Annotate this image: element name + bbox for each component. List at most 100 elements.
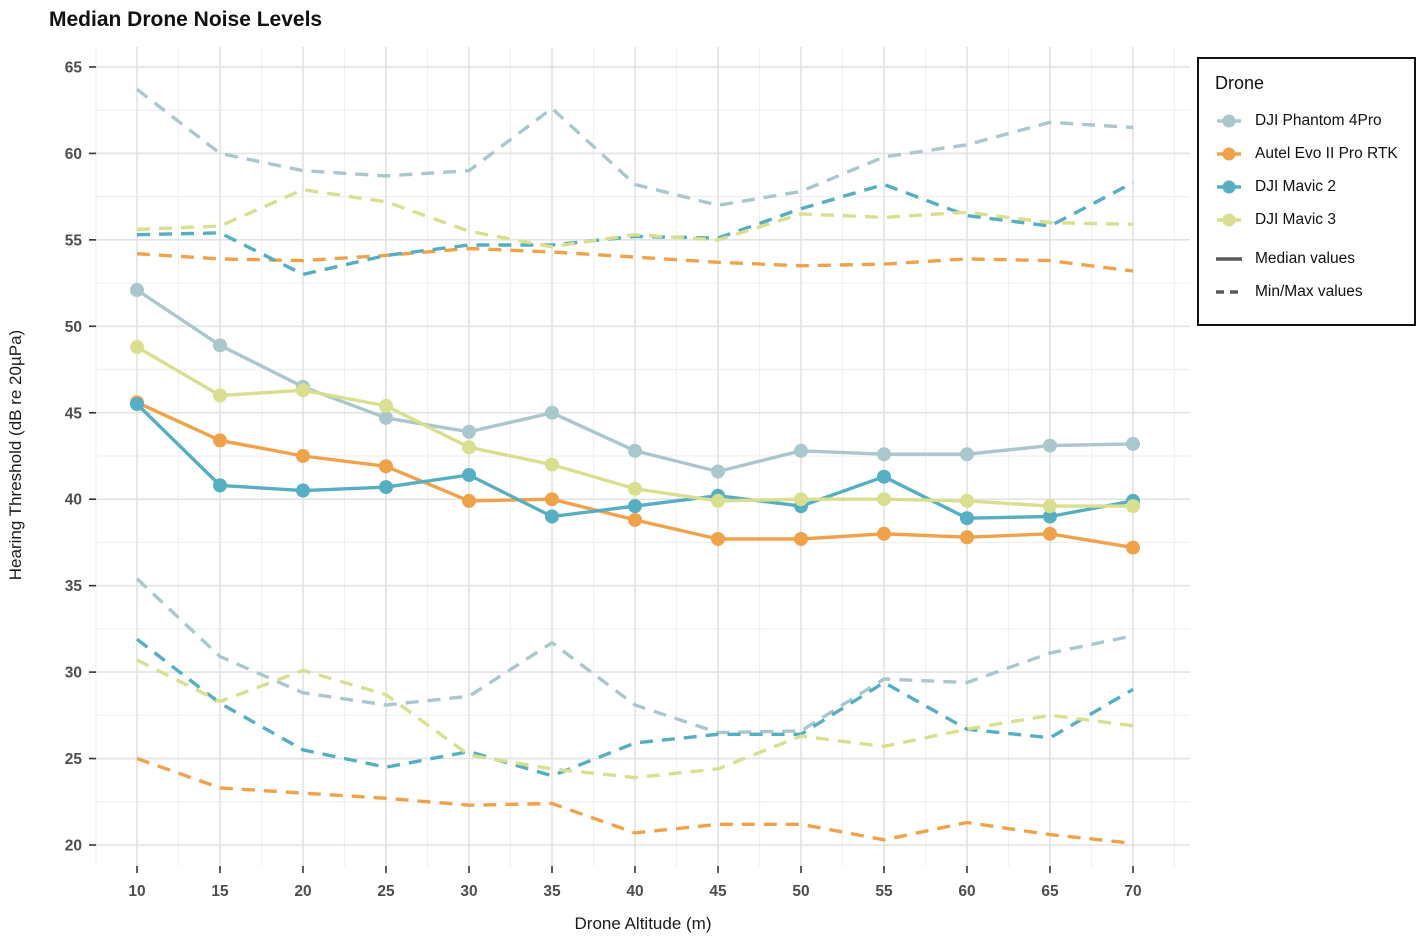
x-tick-label: 25 xyxy=(377,883,395,900)
series-autel-evo-ii-pro-rtk-median-point xyxy=(296,448,310,463)
series-autel-evo-ii-pro-rtk-median-point xyxy=(960,530,974,545)
series-autel-evo-ii-pro-rtk-median-point xyxy=(628,512,642,527)
series-dji-mavic-2-median-point xyxy=(462,467,476,482)
legend-drone-items: DJI Phantom 4Pro Autel Evo II Pro RTK DJI … xyxy=(1213,104,1402,236)
x-tick-label: 10 xyxy=(128,883,145,900)
legend-item-minmax: Min/Max values xyxy=(1213,275,1402,308)
legend-point-key-icon xyxy=(1217,114,1241,127)
series-dji-mavic-3-median-point xyxy=(130,340,144,355)
y-tick-label: 35 xyxy=(65,578,83,595)
series-dji-phantom-4pro-min-line xyxy=(135,577,1134,735)
series-dji-mavic-2-min-line xyxy=(135,637,1134,778)
legend-item-dji-mavic-2: DJI Mavic 2 xyxy=(1213,170,1402,203)
legend-point-key-icon xyxy=(1217,147,1241,160)
x-axis-title: Drone Altitude (m) xyxy=(574,914,712,933)
series-dji-phantom-4pro-median-point xyxy=(877,447,891,462)
x-tick-label: 30 xyxy=(460,883,477,900)
legend-point-key-icon xyxy=(1217,180,1241,193)
series-dji-mavic-3-median-point xyxy=(960,493,974,508)
series-dji-phantom-4pro-median-point xyxy=(130,282,144,297)
series-autel-evo-ii-pro-rtk-median-point xyxy=(1126,540,1140,555)
y-tick-label: 55 xyxy=(65,232,83,249)
x-tick-label: 35 xyxy=(543,883,561,900)
series-dji-mavic-2-median-point xyxy=(628,499,642,514)
y-tick-label: 25 xyxy=(65,751,83,768)
series-dji-phantom-4pro-median-point xyxy=(545,405,559,420)
legend-title: Drone xyxy=(1215,73,1265,93)
y-tick-label: 50 xyxy=(65,319,82,336)
series-dji-mavic-3-median-point xyxy=(379,398,393,413)
series-dji-mavic-2-median-point xyxy=(877,469,891,484)
dashed-line-key-icon xyxy=(1216,289,1242,294)
series-dji-mavic-3-median-point xyxy=(462,440,476,455)
y-tick-label: 45 xyxy=(65,405,83,422)
x-tick-label: 55 xyxy=(875,883,893,900)
series-dji-mavic-2-median-point xyxy=(960,511,974,526)
y-axis-title: Hearing Threshold (dB re 20µPa) xyxy=(6,329,25,581)
y-tick-label: 30 xyxy=(65,665,82,682)
legend-item-label: Median values xyxy=(1255,249,1355,267)
x-tick-label: 50 xyxy=(792,883,809,900)
x-tick-label: 20 xyxy=(294,883,311,900)
x-tick-label: 65 xyxy=(1041,883,1059,900)
series-dji-phantom-4pro-max-line xyxy=(135,88,1134,207)
series-dji-phantom-4pro-median-point xyxy=(960,447,974,462)
y-tick-label: 40 xyxy=(65,492,82,509)
series-dji-mavic-3-median-point xyxy=(213,388,227,403)
series-dji-mavic-2-median-point xyxy=(130,397,144,412)
series-autel-evo-ii-pro-rtk-median-point xyxy=(877,526,891,541)
x-tick-label: 70 xyxy=(1124,883,1141,900)
series-dji-phantom-4pro-median-point xyxy=(379,410,393,425)
series-dji-mavic-2-median-point xyxy=(545,509,559,524)
series-dji-phantom-4pro-median-point xyxy=(213,338,227,353)
series-dji-phantom-4pro-median-point xyxy=(1043,438,1057,453)
series-dji-mavic-2-median-point xyxy=(379,480,393,495)
series-dji-phantom-4pro-median-point xyxy=(462,424,476,439)
series-dji-mavic-3-median-point xyxy=(628,481,642,496)
series-dji-mavic-2-median-point xyxy=(1043,509,1057,524)
x-tick-label: 15 xyxy=(211,883,229,900)
legend-item-dji-phantom-4pro: DJI Phantom 4Pro xyxy=(1213,104,1402,137)
series-autel-evo-ii-pro-rtk-max-line xyxy=(136,246,1134,273)
x-tick-label: 40 xyxy=(626,883,643,900)
series-dji-mavic-3-median-point xyxy=(1126,499,1140,514)
legend-item-label: DJI Phantom 4Pro xyxy=(1255,111,1382,129)
legend-item-dji-mavic-3: DJI Mavic 3 xyxy=(1213,203,1402,236)
series-dji-mavic-3-median-point xyxy=(711,493,725,508)
legend-item-label: DJI Mavic 3 xyxy=(1255,210,1336,228)
series-autel-evo-ii-pro-rtk-median-point xyxy=(462,493,476,508)
series-dji-phantom-4pro-median-point xyxy=(1126,436,1140,451)
legend-point-key-icon xyxy=(1217,213,1241,226)
series-dji-mavic-2-median-point xyxy=(296,483,310,498)
legend-item-label: DJI Mavic 2 xyxy=(1255,177,1336,195)
legend-item-autel-evo-ii-pro-rtk: Autel Evo II Pro RTK xyxy=(1213,137,1402,170)
legend-box: Drone DJI Phantom 4Pro Autel Evo II Pro R… xyxy=(1197,57,1416,326)
series-dji-phantom-4pro-median-point xyxy=(794,443,808,458)
median-line-key-icon xyxy=(1216,256,1242,261)
y-tick-label: 65 xyxy=(65,59,83,76)
legend-item-label: Min/Max values xyxy=(1255,282,1363,300)
series-dji-mavic-3-min-line xyxy=(136,658,1134,780)
series-autel-evo-ii-pro-rtk-median-point xyxy=(545,492,559,507)
x-tick-label: 60 xyxy=(958,883,975,900)
series-autel-evo-ii-pro-rtk-median-point xyxy=(213,433,227,448)
legend-item-label: Autel Evo II Pro RTK xyxy=(1255,144,1398,162)
series-dji-phantom-4pro-median-point xyxy=(628,443,642,458)
series-dji-mavic-3-max-line xyxy=(136,188,1134,249)
series-autel-evo-ii-pro-rtk-min-line xyxy=(136,756,1134,845)
series-autel-evo-ii-pro-rtk-median-point xyxy=(1043,526,1057,541)
series-dji-phantom-4pro-median-point xyxy=(711,464,725,479)
series-dji-mavic-3-median-point xyxy=(794,492,808,507)
series-autel-evo-ii-pro-rtk-median-point xyxy=(794,531,808,546)
y-tick-label: 60 xyxy=(65,146,82,163)
x-tick-label: 45 xyxy=(709,883,727,900)
series-autel-evo-ii-pro-rtk-median-point xyxy=(711,531,725,546)
chart-title: Median Drone Noise Levels xyxy=(49,8,323,31)
legend-item-median: Median values xyxy=(1213,242,1402,275)
series-dji-mavic-3-median-point xyxy=(877,492,891,507)
series-dji-mavic-3-median-point xyxy=(1043,499,1057,514)
series-dji-mavic-2-median-point xyxy=(213,478,227,493)
y-tick-label: 20 xyxy=(65,838,82,855)
